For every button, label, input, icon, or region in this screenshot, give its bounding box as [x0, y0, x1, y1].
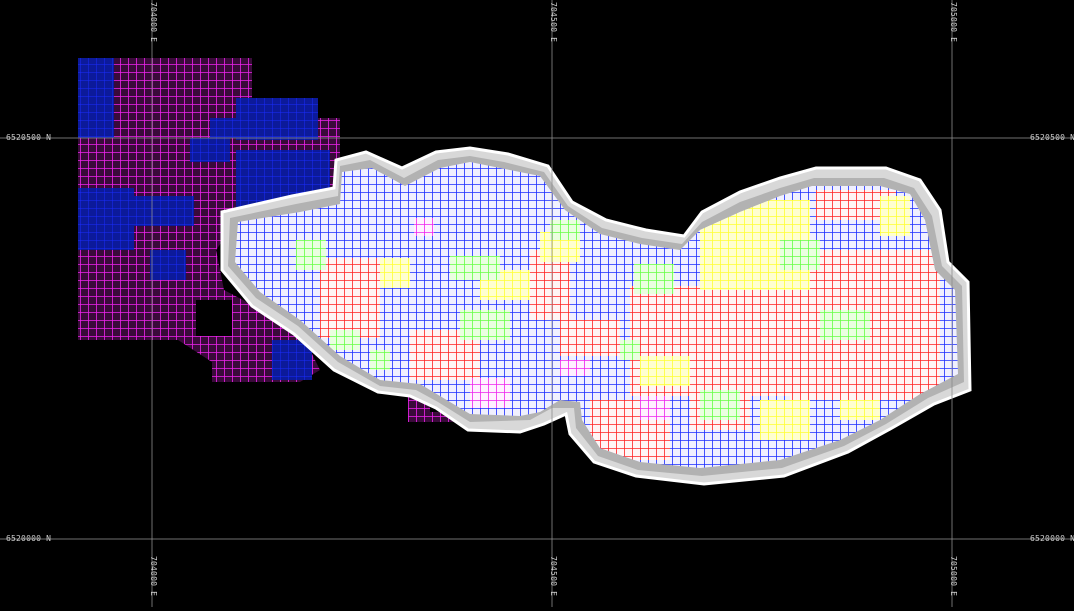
easting-label-bottom-704000: 704000 E	[149, 556, 158, 597]
northing-label-right-6520500: 6520500 N	[1030, 133, 1074, 142]
easting-label-top-704500: 704500 E	[549, 2, 558, 43]
easting-label-bottom-704500: 704500 E	[549, 556, 558, 597]
easting-label-bottom-705000: 705000 E	[949, 556, 958, 597]
northing-label-left-6520000: 6520000 N	[6, 534, 52, 543]
easting-label-top-705000: 705000 E	[949, 2, 958, 43]
easting-label-top-704000: 704000 E	[149, 2, 158, 43]
northing-label-right-6520000: 6520000 N	[1030, 534, 1074, 543]
northing-label-left-6520500: 6520500 N	[6, 133, 52, 142]
